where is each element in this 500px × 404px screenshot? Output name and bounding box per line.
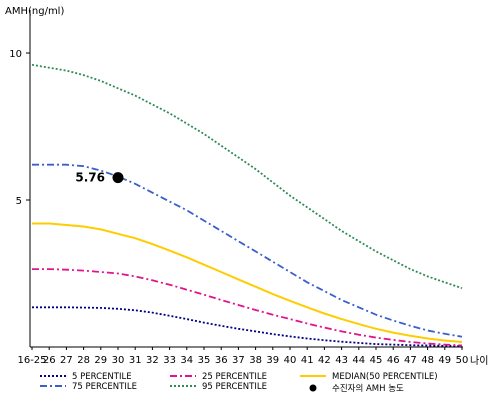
x-tick-label: 40 <box>284 355 297 366</box>
x-tick-label: 38 <box>249 355 262 366</box>
x-tick-label: 39 <box>266 355 279 366</box>
marker-group: 5.76 <box>75 171 124 185</box>
x-tick-label: 46 <box>387 355 400 366</box>
x-tick-label: 32 <box>146 355 159 366</box>
legend: 5 PERCENTILE 25 PERCENTILE MEDIAN(50 PERCE… <box>40 372 438 394</box>
legend-label: 25 PERCENTILE <box>202 372 267 382</box>
x-tick-label: 31 <box>129 355 142 366</box>
y-axis-title: AMH(ng/ml) <box>5 6 64 17</box>
legend-label: 5 PERCENTILE <box>72 372 132 382</box>
x-tick-label: 34 <box>180 355 193 366</box>
x-tick-label: 41 <box>301 355 314 366</box>
series-line <box>32 163 463 338</box>
x-tick-label: 26 <box>43 355 56 366</box>
x-tick-label: 30 <box>112 355 125 366</box>
subject-amh-point <box>112 172 124 184</box>
x-tick-label: 45 <box>370 355 383 366</box>
x-tick-label: 29 <box>94 355 107 366</box>
x-axis-title: 나이 <box>470 355 488 367</box>
x-tick-label: 44 <box>352 355 365 366</box>
x-tick-label: 27 <box>60 355 73 366</box>
x-tick-label: 28 <box>77 355 90 366</box>
legend-label: 75 PERCENTILE <box>72 382 137 392</box>
legend-marker <box>309 384 317 392</box>
legend-label: MEDIAN(50 PERCENTILE) <box>332 372 438 382</box>
x-tick-label: 42 <box>318 355 331 366</box>
series-line <box>32 268 463 347</box>
subject-amh-value: 5.76 <box>75 171 105 185</box>
x-tick-label: 35 <box>198 355 211 366</box>
x-tick-label: 33 <box>163 355 176 366</box>
legend-label: 수진자의 AMH 농도 <box>332 383 404 394</box>
series-line <box>32 222 463 343</box>
series-line <box>31 63 463 290</box>
x-tick-label: 37 <box>232 355 245 366</box>
x-tick-label: 48 <box>421 355 434 366</box>
x-tick-label: 47 <box>404 355 417 366</box>
x-tick-label: 16-25 <box>17 355 46 366</box>
y-tick-label: 5 <box>16 196 22 207</box>
y-ticks: 5 10 <box>9 49 30 207</box>
axes <box>29 10 463 348</box>
x-tick-label: 43 <box>335 355 348 366</box>
legend-label: 95 PERCENTILE <box>202 382 267 392</box>
series-lines <box>31 63 463 347</box>
y-tick-label: 10 <box>9 49 22 60</box>
x-tick-label: 50 <box>456 355 469 366</box>
x-tick-label: 36 <box>215 355 228 366</box>
series-line <box>32 306 463 347</box>
x-tick-label: 49 <box>438 355 451 366</box>
